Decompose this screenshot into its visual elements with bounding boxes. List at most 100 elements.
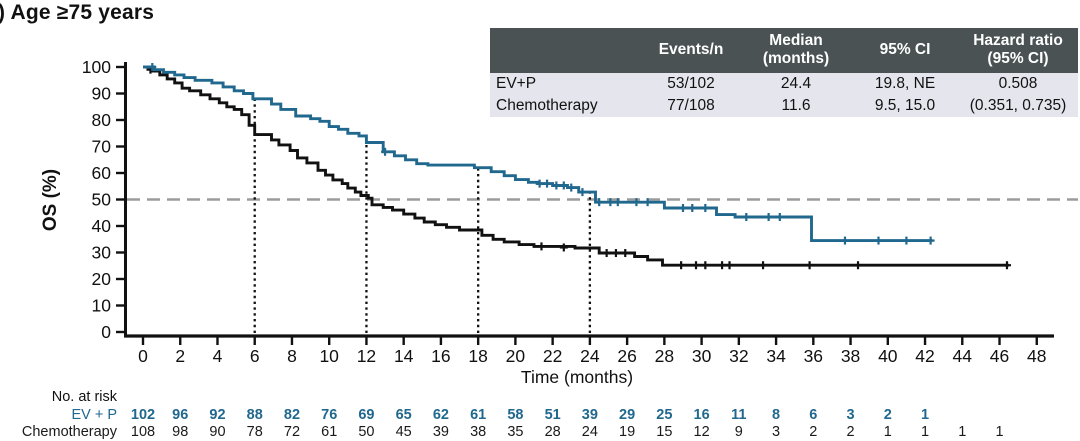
header-hazard-ratio: Hazard ratio (95% CI) bbox=[958, 28, 1078, 73]
x-tick-label: 16 bbox=[431, 346, 450, 366]
x-tick-label: 28 bbox=[655, 346, 674, 366]
at-risk-value: 28 bbox=[545, 424, 561, 440]
at-risk-value: 108 bbox=[131, 424, 155, 440]
x-tick-label: 34 bbox=[766, 346, 786, 366]
at-risk-value: 24 bbox=[582, 424, 598, 440]
y-tick-label: 50 bbox=[92, 190, 112, 210]
at-risk-value: 8 bbox=[772, 407, 780, 423]
axes: 0 2 4 6 8 10 12 14 16 18 20 22 24 26 28 30 32 34 36 38 40 42 4… bbox=[82, 57, 1054, 366]
at-risk-value: 38 bbox=[470, 424, 486, 440]
at-risk-value: 61 bbox=[321, 424, 337, 440]
at-risk-value: 2 bbox=[847, 424, 855, 440]
y-tick-label: 30 bbox=[92, 243, 112, 263]
x-tick-label: 30 bbox=[692, 346, 712, 366]
row-ci: 19.8, NE bbox=[852, 72, 958, 95]
x-tick-label: 14 bbox=[394, 346, 414, 366]
row-name: EV+P bbox=[490, 72, 642, 95]
row-median: 24.4 bbox=[740, 72, 852, 95]
at-risk-value: 90 bbox=[209, 424, 225, 440]
at-risk-value: 3 bbox=[847, 407, 855, 423]
at-risk-value: 98 bbox=[172, 424, 188, 440]
x-tick-label: 42 bbox=[915, 346, 934, 366]
at-risk-value: 2 bbox=[809, 424, 817, 440]
row-hr: (0.351, 0.735) bbox=[958, 94, 1078, 117]
summary-table: Events/n Median (months) 95% CI Hazard r… bbox=[490, 28, 1078, 117]
x-tick-label: 32 bbox=[729, 346, 748, 366]
at-risk-value: 35 bbox=[507, 424, 523, 440]
at-risk-value: 65 bbox=[396, 407, 412, 423]
at-risk-value: 82 bbox=[284, 407, 300, 423]
at-risk-value: 51 bbox=[545, 407, 561, 423]
at-risk-value: 2 bbox=[884, 407, 892, 423]
y-tick-label: 20 bbox=[92, 269, 112, 289]
row-name: Chemotherapy bbox=[490, 94, 642, 117]
row-events-n: 77/108 bbox=[642, 94, 740, 117]
y-tick-label: 10 bbox=[92, 296, 112, 316]
y-tick-label: 40 bbox=[92, 216, 112, 236]
x-tick-label: 2 bbox=[175, 346, 185, 366]
at-risk-value: 45 bbox=[396, 424, 412, 440]
at-risk-value: 39 bbox=[433, 424, 449, 440]
row-ci: 9.5, 15.0 bbox=[852, 94, 958, 117]
y-tick-label: 70 bbox=[92, 137, 112, 157]
row-median: 11.6 bbox=[740, 94, 852, 117]
x-tick-label: 24 bbox=[580, 346, 600, 366]
at-risk-value: 78 bbox=[247, 424, 263, 440]
row-hr: 0.508 bbox=[958, 72, 1078, 95]
at-risk-title: No. at risk bbox=[52, 389, 118, 405]
x-tick-label: 40 bbox=[878, 346, 898, 366]
at-risk-value: 15 bbox=[656, 424, 672, 440]
at-risk-value: 102 bbox=[131, 407, 155, 423]
row-events-n: 53/102 bbox=[642, 72, 740, 95]
header-events-n: Events/n bbox=[642, 28, 740, 73]
at-risk-value: 25 bbox=[656, 407, 672, 423]
y-tick-label: 80 bbox=[92, 110, 112, 130]
at-risk-value: 9 bbox=[735, 424, 743, 440]
header-median-months: Median (months) bbox=[740, 28, 852, 73]
x-tick-label: 18 bbox=[468, 346, 487, 366]
at-risk-value: 39 bbox=[582, 407, 598, 423]
at-risk-value: 69 bbox=[358, 407, 374, 423]
at-risk-value: 6 bbox=[809, 407, 817, 423]
at-risk-value: 11 bbox=[731, 407, 746, 423]
at-risk-value: 12 bbox=[694, 424, 710, 440]
at-risk-value: 29 bbox=[619, 407, 635, 423]
header-blank bbox=[490, 28, 642, 73]
x-tick-label: 46 bbox=[990, 346, 1009, 366]
at-risk-row-label: Chemotherapy bbox=[22, 424, 118, 440]
x-tick-label: 26 bbox=[617, 346, 636, 366]
at-risk-row-label: EV + P bbox=[71, 407, 117, 423]
at-risk-value: 58 bbox=[507, 407, 523, 423]
header-95ci: 95% CI bbox=[852, 28, 958, 73]
summary-table-header-row: Events/n Median (months) 95% CI Hazard r… bbox=[490, 28, 1078, 73]
at-risk-value: 72 bbox=[284, 424, 300, 440]
y-tick-label: 60 bbox=[92, 163, 112, 183]
at-risk-value: 1 bbox=[958, 424, 966, 440]
censor-marks-ev-p bbox=[148, 63, 935, 245]
x-tick-label: 8 bbox=[287, 346, 297, 366]
x-tick-label: 36 bbox=[804, 346, 823, 366]
at-risk-value: 3 bbox=[772, 424, 780, 440]
censor-marks-chemotherapy bbox=[146, 65, 1011, 270]
at-risk-value: 1 bbox=[995, 424, 1003, 440]
at-risk-value: 62 bbox=[433, 407, 449, 423]
at-risk-value: 50 bbox=[358, 424, 374, 440]
y-tick-label: 90 bbox=[92, 84, 112, 104]
table-row-evp: EV+P 53/102 24.4 19.8, NE 0.508 bbox=[490, 72, 1078, 95]
x-tick-label: 48 bbox=[1027, 346, 1046, 366]
y-axis-label: OS (%) bbox=[40, 169, 61, 231]
at-risk-value: 61 bbox=[470, 407, 486, 423]
at-risk-value: 96 bbox=[172, 407, 188, 423]
page-title: ) Age ≥75 years bbox=[0, 1, 155, 24]
x-axis-label: Time (months) bbox=[521, 367, 633, 387]
km-curve-chemotherapy bbox=[143, 65, 1009, 267]
at-risk-value: 19 bbox=[619, 424, 635, 440]
x-tick-label: 22 bbox=[543, 346, 562, 366]
x-tick-label: 0 bbox=[138, 346, 148, 366]
x-tick-label: 38 bbox=[841, 346, 860, 366]
x-tick-label: 6 bbox=[250, 346, 260, 366]
x-tick-label: 12 bbox=[357, 346, 376, 366]
